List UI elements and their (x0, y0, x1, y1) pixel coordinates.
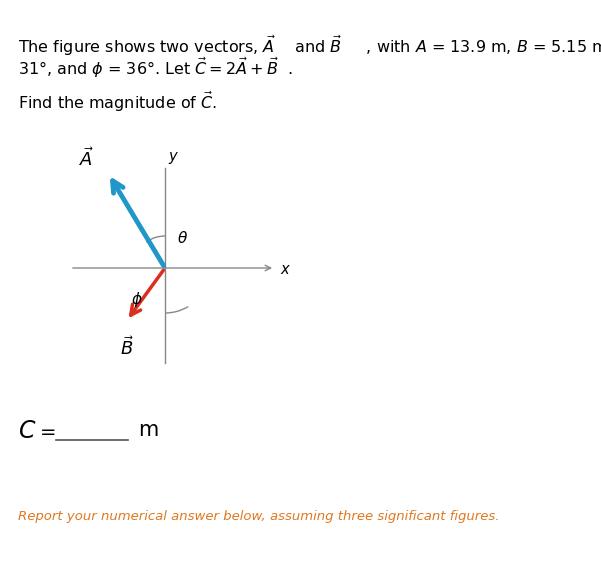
Text: $C$: $C$ (18, 420, 37, 443)
Text: Report your numerical answer below, assuming three significant figures.: Report your numerical answer below, assu… (18, 510, 499, 523)
Text: $\phi$: $\phi$ (132, 290, 143, 309)
Text: $\vec{A}$: $\vec{A}$ (79, 147, 94, 170)
Text: m: m (138, 420, 158, 440)
Text: The figure shows two vectors, $\vec{A}$    and $\vec{B}$     , with $A$ = 13.9 m: The figure shows two vectors, $\vec{A}$ … (18, 34, 601, 58)
Text: $x$: $x$ (280, 263, 291, 277)
Text: 31°, and $\phi$ = 36°. Let $\vec{C} = 2\vec{A} + \vec{B}$  .: 31°, and $\phi$ = 36°. Let $\vec{C} = 2\… (18, 56, 293, 80)
Text: $\vec{B}$: $\vec{B}$ (120, 337, 134, 359)
Text: $y$: $y$ (168, 150, 179, 166)
Text: =: = (40, 423, 56, 442)
Text: Find the magnitude of $\vec{C}$.: Find the magnitude of $\vec{C}$. (18, 90, 217, 114)
Text: $\theta$: $\theta$ (177, 230, 188, 246)
